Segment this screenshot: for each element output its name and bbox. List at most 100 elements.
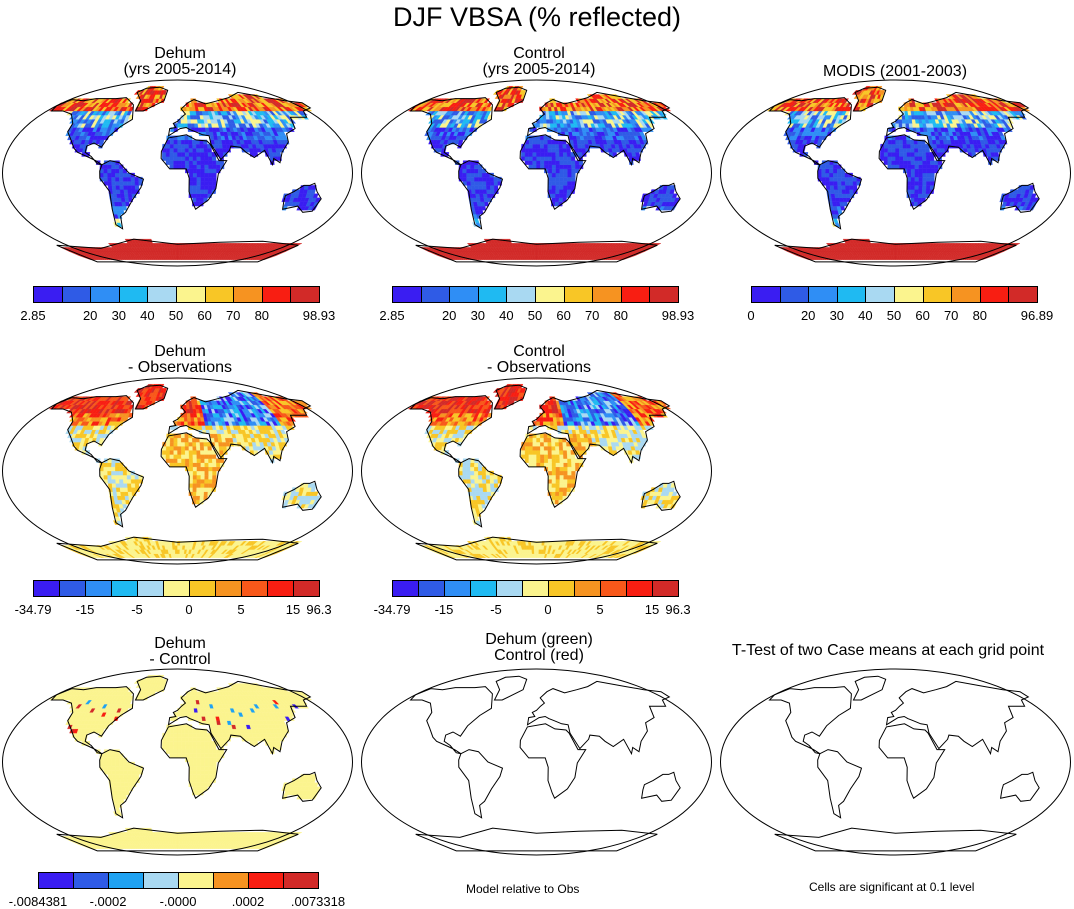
- grid-cell: [119, 185, 124, 190]
- grid-cell: [194, 123, 199, 128]
- grid-cell: [910, 176, 916, 182]
- grid-cell: [177, 421, 182, 426]
- grid-cell: [196, 148, 201, 153]
- grid-cell: [177, 454, 182, 459]
- grid-cell: [532, 148, 537, 153]
- grid-cell: [470, 168, 475, 174]
- grid-cell: [199, 143, 205, 149]
- grid-cell: [914, 176, 919, 182]
- grid-cell: [891, 164, 896, 170]
- grid-cell: [842, 193, 847, 198]
- grid-cell: [841, 189, 847, 194]
- grid-cell: [899, 156, 904, 161]
- grid-cell: [817, 172, 822, 178]
- grid-cell: [558, 197, 564, 203]
- grid-cell: [196, 168, 201, 174]
- panel-title-ttest: T-Test of two Case means at each grid po…: [678, 643, 1074, 659]
- grid-cell: [107, 462, 112, 468]
- grid-cell: [184, 450, 190, 455]
- grid-cell: [185, 164, 190, 170]
- grid-cell: [910, 193, 915, 198]
- grid-cell: [910, 181, 916, 186]
- grid-cell: [490, 185, 495, 190]
- grid-cell: [918, 172, 923, 178]
- grid-cell: [115, 172, 120, 178]
- grid-cell: [196, 176, 201, 182]
- grid-cell: [203, 148, 209, 153]
- grid-cell: [103, 168, 108, 174]
- title-line: Dehum (green): [485, 631, 593, 648]
- grid-cell: [837, 176, 842, 182]
- grid-cell: [528, 164, 533, 170]
- grid-cell: [548, 168, 553, 174]
- grid-cell: [111, 466, 116, 472]
- grid-cell: [559, 152, 564, 157]
- coastline-africa: [519, 134, 587, 210]
- grid-cell: [525, 143, 530, 149]
- grid-cell: [559, 176, 564, 182]
- grid-cell: [551, 168, 557, 174]
- grid-cell: [208, 164, 213, 170]
- grid-cell: [906, 139, 911, 145]
- grid-cell: [829, 181, 834, 186]
- title-line: - Observations: [486, 359, 592, 376]
- grid-cell: [203, 189, 209, 194]
- grid-cell: [203, 446, 209, 451]
- grid-cell: [837, 168, 842, 174]
- grid-cell: [486, 193, 492, 198]
- grid-cell: [127, 185, 132, 190]
- grid-cell: [551, 160, 557, 165]
- grid-cell: [547, 143, 552, 149]
- grid-cell: [189, 168, 194, 174]
- grid-cell: [559, 168, 564, 174]
- grid-cell: [493, 185, 499, 190]
- grid-cell: [474, 189, 480, 194]
- grid-cell: [849, 185, 854, 190]
- grid-cell: [189, 470, 194, 476]
- grid-cell: [845, 185, 850, 190]
- grid-cell: [107, 185, 113, 190]
- grid-cell: [185, 160, 190, 165]
- grid-cell: [174, 549, 178, 554]
- grid-cell: [127, 483, 132, 488]
- grid-cell: [107, 172, 112, 178]
- grid-cell: [462, 172, 467, 178]
- grid-cell: [899, 160, 904, 165]
- grid-cell: [173, 446, 178, 451]
- grid-cell: [478, 181, 483, 186]
- grid-cell: [123, 483, 128, 488]
- grid-cell: [196, 160, 201, 165]
- grid-cell: [111, 479, 116, 484]
- grid-cell: [196, 450, 201, 455]
- grid-cell: [127, 487, 132, 492]
- grid-cell: [127, 491, 133, 496]
- grid-cell: [925, 148, 930, 153]
- grid-cell: [200, 185, 205, 190]
- grid-cell: [184, 135, 189, 141]
- grid-cell: [554, 201, 559, 207]
- grid-cell: [903, 164, 908, 170]
- grid-cell: [528, 152, 533, 157]
- panel-title-control-obs: Control - Observations: [329, 344, 749, 376]
- grid-cell: [134, 474, 139, 480]
- grid-cell: [119, 487, 125, 492]
- grid-cell: [559, 185, 564, 190]
- grid-cell: [112, 189, 117, 194]
- grid-cell: [204, 454, 209, 459]
- grid-cell: [177, 160, 182, 165]
- grid-cell: [195, 197, 201, 203]
- grid-cell: [532, 156, 537, 161]
- title-line: - Observations: [127, 359, 233, 376]
- grid-cell: [196, 172, 201, 178]
- grid-cell: [536, 139, 541, 145]
- grid-cell: [551, 156, 556, 161]
- grid-cell: [173, 454, 178, 459]
- grid-cell: [895, 160, 900, 165]
- grid-cell: [207, 148, 212, 153]
- grid-cell: [169, 152, 174, 157]
- grid-cell: [524, 152, 530, 157]
- grid-cell: [126, 181, 132, 186]
- grid-cell: [192, 160, 198, 165]
- grid-cell: [910, 160, 916, 165]
- grid-cell: [173, 143, 178, 149]
